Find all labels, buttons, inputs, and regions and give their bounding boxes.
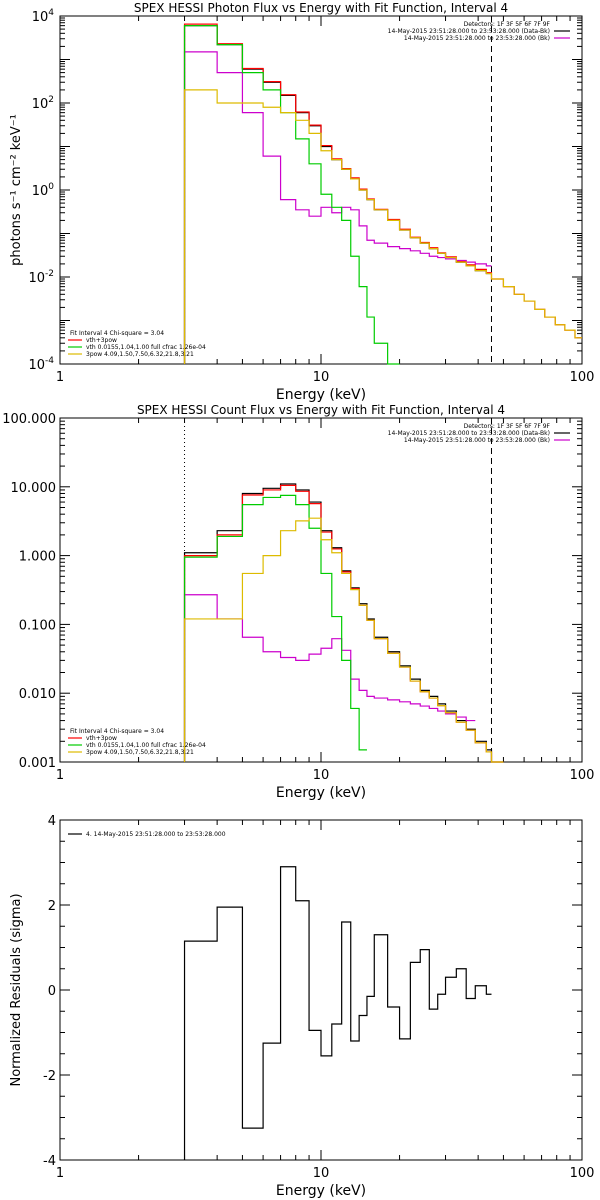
y-tick-label: 10-4 bbox=[28, 356, 54, 373]
legend-entry-text: 14-May-2015 23:51:28.000 to 23:53:28.000… bbox=[404, 35, 550, 42]
series-line-bk bbox=[183, 51, 492, 364]
x-axis-label: Energy (keV) bbox=[276, 1183, 366, 1199]
series-line-vth-3pow bbox=[183, 484, 504, 763]
chart-panel-3: 1 10 100 -4 -2 0 2 4 Energy (keV) Normalized Resi… bbox=[9, 814, 594, 1199]
y-tick-label: 100.000 bbox=[2, 412, 56, 427]
x-tick-label: 10 bbox=[313, 768, 330, 783]
plot-frame bbox=[59, 819, 583, 1161]
y-tick-label: 102 bbox=[32, 95, 54, 112]
y-tick-label: 100 bbox=[32, 182, 55, 199]
x-tick-label: 1 bbox=[56, 1166, 64, 1181]
y-tick-label: 0.010 bbox=[19, 687, 56, 702]
y-tick-label: 0.001 bbox=[19, 756, 56, 771]
series-line-data-bk bbox=[183, 25, 492, 364]
legend-entry-text: 3pow 4.09,1.50,7.50,6.32,21.8,3.21 bbox=[86, 351, 194, 358]
series-line-3pow bbox=[183, 517, 504, 763]
legend-entry-text: Detectors: 1F 3F 5F 6F 7F 9F bbox=[464, 21, 551, 28]
y-tick-label: 0.100 bbox=[19, 618, 56, 633]
y-tick-label: 1.000 bbox=[19, 550, 56, 565]
y-axis-label: Normalized Residuals (sigma) bbox=[9, 893, 24, 1086]
x-tick-label: 100 bbox=[570, 370, 595, 385]
plot-frame bbox=[59, 417, 583, 763]
y-tick-label: 2 bbox=[48, 899, 56, 914]
x-tick-label: 100 bbox=[570, 1166, 595, 1181]
legend-entry-text: vth+3pow bbox=[86, 337, 117, 344]
x-tick-label: 1 bbox=[56, 370, 64, 385]
legend-entry-text: 3pow 4.09,1.50,7.50,6.32,21.8,3.21 bbox=[86, 749, 194, 756]
chart-title: SPEX HESSI Count Flux vs Energy with Fit… bbox=[137, 403, 505, 417]
y-tick-label: 104 bbox=[32, 8, 55, 25]
legend-entry-text: Fit Interval 4 Chi-square = 3.04 bbox=[70, 330, 164, 337]
chart-panel-1: 1 10 100 10-4 10-2 100 102 104 SPEX HESSI Photon… bbox=[9, 1, 594, 403]
y-tick-label: -4 bbox=[43, 1154, 56, 1169]
y-tick-label: 4 bbox=[48, 814, 56, 829]
chart-title: SPEX HESSI Photon Flux vs Energy with Fi… bbox=[134, 1, 508, 15]
series-line-vth-3pow bbox=[183, 23, 582, 364]
series-line-vth bbox=[183, 494, 367, 762]
y-tick-label: 10.000 bbox=[11, 481, 57, 496]
legend-entry-text: 14-May-2015 23:51:28.000 to 23:53:28.000… bbox=[404, 437, 550, 444]
series-line-vth bbox=[183, 25, 400, 365]
legend-entry-text: vth 0.0155,1.04,1.00 full cfrac 1.26e-04 bbox=[86, 344, 206, 351]
y-tick-label: 10-2 bbox=[28, 269, 54, 286]
legend-entry-text: vth+3pow bbox=[86, 735, 117, 742]
legend-entry-text: Detectors: 1F 3F 5F 6F 7F 9F bbox=[464, 423, 551, 430]
legend-entry-text: 4. 14-May-2015 23:51:28.000 to 23:53:28.… bbox=[86, 831, 226, 838]
chart-panel-2: 1 10 100 0.001 0.010 0.100 1.000 10.000 100.000 S… bbox=[2, 403, 594, 801]
x-axis-label: Energy (keV) bbox=[276, 785, 366, 801]
legend-entry-text: 14-May-2015 23:51:28.000 to 23:53:28.000… bbox=[388, 28, 550, 35]
legend-entry-text: 14-May-2015 23:51:28.000 to 23:53:28.000… bbox=[388, 430, 550, 437]
y-axis-label: photons s⁻¹ cm⁻² keV⁻¹ bbox=[9, 114, 24, 266]
series-line-3pow bbox=[183, 89, 582, 364]
x-axis-label: Energy (keV) bbox=[276, 387, 366, 403]
legend-entry-text: Fit Interval 4 Chi-square = 3.04 bbox=[70, 728, 164, 735]
y-tick-label: 0 bbox=[48, 984, 56, 999]
x-tick-label: 100 bbox=[570, 768, 595, 783]
series-line-bk bbox=[183, 594, 476, 762]
legend-entry-text: vth 0.0155,1.04,1.00 full cfrac 1.26e-04 bbox=[86, 742, 206, 749]
x-tick-label: 10 bbox=[313, 1166, 330, 1181]
series-line-residuals bbox=[183, 866, 492, 1160]
y-tick-label: -2 bbox=[43, 1069, 56, 1084]
x-tick-label: 1 bbox=[56, 768, 64, 783]
x-tick-label: 10 bbox=[313, 370, 330, 385]
series-line-data-bk bbox=[183, 483, 504, 763]
